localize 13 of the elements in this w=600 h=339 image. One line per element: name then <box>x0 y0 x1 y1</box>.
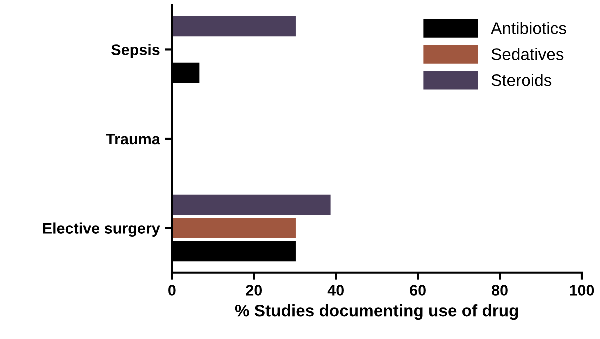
y-tick-label: Trauma <box>106 134 160 145</box>
x-tick-label: 40 <box>328 285 344 296</box>
x-tick-label: 0 <box>168 285 176 296</box>
x-axis-title: % Studies documenting use of drug <box>235 304 518 320</box>
x-tick-label: 60 <box>410 285 426 296</box>
legend-label: Antibiotics <box>491 22 566 34</box>
x-tick-label: 80 <box>492 285 508 296</box>
legend-label: Sedatives <box>492 48 564 60</box>
y-tick-label: Sepsis <box>112 44 160 58</box>
x-tick-label: 100 <box>570 285 594 296</box>
legend-label: Steroids <box>492 74 552 86</box>
x-tick-label: 20 <box>246 285 262 296</box>
y-tick-label: Elective surgery <box>43 222 160 238</box>
